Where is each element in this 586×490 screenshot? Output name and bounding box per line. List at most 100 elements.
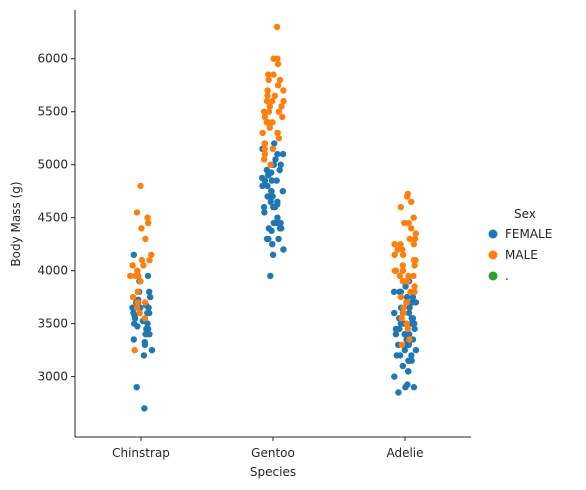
data-point [398,294,404,300]
data-point [391,289,397,295]
data-point [132,347,138,353]
data-point [398,204,404,210]
data-point [411,215,417,221]
data-point [280,87,286,93]
data-point [407,289,413,295]
data-point [393,268,399,274]
data-point [147,294,153,300]
data-point [396,289,402,295]
data-point [274,130,280,136]
data-point [406,220,412,226]
y-tick-label: 4000 [37,264,68,278]
data-point [277,167,283,173]
y-tick-label: 6000 [37,52,68,66]
data-point [142,299,148,305]
data-point [269,177,275,183]
data-point [280,98,286,104]
data-point [269,241,275,247]
data-point [264,167,270,173]
data-point [274,24,280,30]
y-tick-label: 3500 [37,317,68,331]
data-point [404,299,410,305]
data-point [280,246,286,252]
data-point [411,241,417,247]
data-point [270,252,276,258]
data-point [408,199,414,205]
data-point [146,289,152,295]
data-point [405,358,411,364]
legend-title: Sex [514,207,536,221]
data-point [134,268,140,274]
data-point [270,146,276,152]
data-point [406,310,412,316]
data-point [261,204,267,210]
data-point [264,87,270,93]
data-point [262,114,268,120]
legend: Sex FEMALE MALE . [489,207,553,283]
data-point [400,262,406,268]
data-point [134,384,140,390]
y-axis-label: Body Mass (g) [9,181,23,266]
data-point [405,326,411,332]
data-point [143,326,149,332]
data-point [397,241,403,247]
data-point [399,342,405,348]
data-point [145,273,151,279]
legend-label: MALE [505,248,538,262]
data-point [413,347,419,353]
data-point [259,175,265,181]
data-point [267,162,273,168]
data-point [267,273,273,279]
data-point [134,299,140,305]
y-tick-label: 5500 [37,105,68,119]
y-tick-label: 3000 [37,370,68,384]
data-point [280,151,286,157]
data-point [149,347,155,353]
x-axis-label: Species [250,465,296,479]
data-point [277,77,283,83]
data-point [407,236,413,242]
data-point [265,236,271,242]
data-point [391,241,397,247]
data-point [411,320,417,326]
y-tick-label: 5000 [37,158,68,172]
data-point [134,209,140,215]
data-point [411,257,417,263]
data-point [280,188,286,194]
y-tick-label: 4500 [37,211,68,225]
data-point [395,389,401,395]
legend-label: . [505,269,509,283]
data-point [274,199,280,205]
data-point [394,352,400,358]
data-point [266,225,272,231]
data-point [141,352,147,358]
data-point [405,273,411,279]
data-point [413,230,419,236]
data-point [142,236,148,242]
data-point [411,283,417,289]
data-point [129,262,135,268]
data-point [260,130,266,136]
data-point [391,310,397,316]
data-point [411,384,417,390]
data-point [270,204,276,210]
data-point [274,56,280,62]
data-point [146,257,152,263]
data-point [391,373,397,379]
data-point [400,305,406,311]
data-point [271,140,277,146]
data-point [276,109,282,115]
data-point [405,368,411,374]
legend-marker [489,272,498,281]
legend-marker [489,251,498,260]
data-point [270,71,276,77]
data-point [138,225,144,231]
data-point [135,289,141,295]
data-point [405,191,411,197]
data-point [142,339,148,345]
x-tick-label: Gentoo [251,446,295,460]
data-point [400,363,406,369]
legend-marker [489,230,498,239]
data-point [273,220,279,226]
